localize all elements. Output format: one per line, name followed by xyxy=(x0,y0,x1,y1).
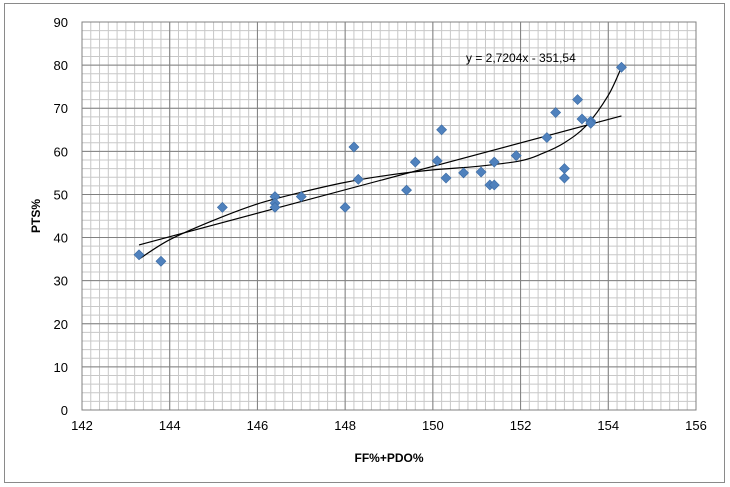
x-tick-label: 156 xyxy=(685,418,707,433)
x-axis-tick-labels: 142 144 146 148 150 152 154 156 xyxy=(71,418,707,433)
y-tick-label: 90 xyxy=(54,15,68,30)
data-point xyxy=(550,107,562,118)
data-point xyxy=(616,61,627,73)
data-point xyxy=(541,132,553,143)
data-point xyxy=(572,94,584,106)
data-point xyxy=(339,201,351,213)
data-point xyxy=(133,249,145,261)
x-tick-label: 150 xyxy=(422,418,444,433)
data-point xyxy=(352,173,364,185)
data-point xyxy=(436,124,448,136)
data-point xyxy=(488,179,500,191)
y-tick-label: 20 xyxy=(54,317,68,332)
chart-frame xyxy=(4,3,725,483)
x-axis-title: FF%+PDO% xyxy=(354,451,423,465)
data-point xyxy=(488,156,500,168)
data-point xyxy=(269,201,281,213)
y-tick-label: 40 xyxy=(54,231,68,246)
y-tick-label: 0 xyxy=(61,403,68,418)
y-axis-tick-labels: 0 10 20 30 40 50 60 70 80 90 xyxy=(54,15,68,418)
x-tick-label: 146 xyxy=(247,418,269,433)
x-tick-label: 148 xyxy=(334,418,356,433)
data-point xyxy=(559,163,570,175)
data-point xyxy=(401,184,412,196)
y-tick-label: 80 xyxy=(54,58,68,73)
data-point xyxy=(431,155,443,167)
y-tick-label: 30 xyxy=(54,274,68,289)
data-point xyxy=(155,255,167,267)
data-point xyxy=(295,191,307,203)
trendline-equation: y = 2,7204x - 351,54 xyxy=(466,51,576,65)
data-point xyxy=(576,113,588,125)
data-point xyxy=(409,156,421,168)
data-point xyxy=(458,167,469,179)
x-tick-label: 144 xyxy=(159,418,181,433)
data-points xyxy=(133,61,627,267)
y-axis-title: PTS% xyxy=(29,199,43,233)
x-tick-label: 142 xyxy=(71,418,93,433)
data-point xyxy=(510,150,522,162)
plot-area-border xyxy=(81,21,697,411)
data-point xyxy=(348,141,360,153)
linear-trendline xyxy=(138,115,622,246)
data-point xyxy=(559,172,570,184)
minor-gridlines xyxy=(81,21,697,411)
y-tick-label: 70 xyxy=(54,101,68,116)
data-point xyxy=(585,117,597,129)
x-tick-label: 152 xyxy=(510,418,532,433)
y-tick-label: 10 xyxy=(54,360,68,375)
trendlines xyxy=(138,67,622,260)
x-tick-label: 154 xyxy=(597,418,619,433)
polynomial-trendline xyxy=(138,67,622,260)
data-point xyxy=(216,201,228,213)
data-point xyxy=(475,166,487,178)
data-point xyxy=(440,172,452,184)
y-tick-label: 60 xyxy=(54,144,68,159)
y-tick-label: 50 xyxy=(54,187,68,202)
